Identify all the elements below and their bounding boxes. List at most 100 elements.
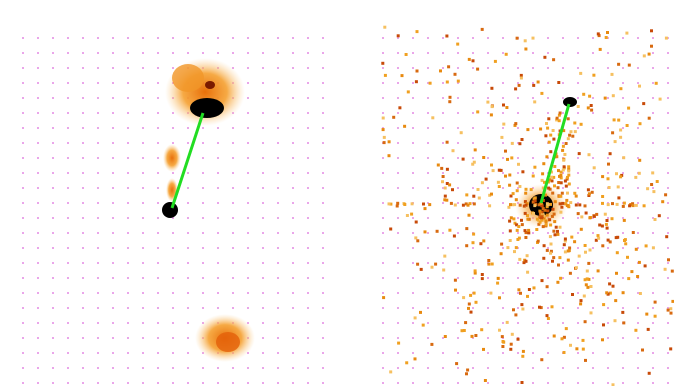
photon bbox=[508, 220, 511, 223]
photon bbox=[643, 204, 646, 207]
photon bbox=[638, 85, 641, 88]
photon bbox=[561, 192, 564, 195]
photon bbox=[575, 195, 578, 198]
photon bbox=[504, 175, 507, 178]
photon bbox=[454, 204, 457, 207]
photon bbox=[575, 204, 578, 207]
photon bbox=[491, 263, 494, 266]
photon bbox=[584, 204, 587, 207]
photon bbox=[542, 257, 545, 260]
photon bbox=[382, 117, 385, 120]
photon bbox=[470, 311, 473, 314]
photon bbox=[571, 293, 574, 296]
photon bbox=[481, 28, 484, 31]
photon bbox=[416, 30, 419, 33]
photon bbox=[490, 193, 493, 196]
photon bbox=[607, 239, 610, 242]
photon bbox=[549, 235, 552, 238]
photon bbox=[469, 294, 472, 297]
photon bbox=[508, 174, 511, 177]
photon bbox=[524, 48, 527, 51]
photon bbox=[564, 238, 567, 241]
photon bbox=[525, 260, 528, 263]
photon bbox=[617, 185, 620, 188]
photon bbox=[445, 35, 448, 38]
photon bbox=[441, 180, 444, 183]
photon bbox=[601, 338, 604, 341]
photon bbox=[550, 176, 553, 179]
photon bbox=[643, 54, 646, 57]
photon bbox=[590, 311, 593, 314]
photon bbox=[468, 58, 471, 61]
photon bbox=[524, 39, 527, 42]
photon bbox=[490, 113, 493, 116]
photon bbox=[416, 70, 419, 73]
photon bbox=[611, 131, 614, 134]
photon bbox=[471, 163, 474, 166]
photon bbox=[455, 362, 458, 365]
photon bbox=[601, 202, 604, 205]
photon bbox=[444, 335, 447, 338]
photon bbox=[546, 209, 549, 212]
photon bbox=[605, 36, 608, 39]
photon bbox=[648, 117, 651, 120]
photon bbox=[630, 270, 633, 273]
photon bbox=[613, 118, 616, 121]
photon bbox=[569, 344, 572, 347]
photon bbox=[513, 250, 516, 253]
photon bbox=[616, 236, 619, 239]
photon bbox=[546, 285, 549, 288]
photon bbox=[552, 129, 555, 132]
photon bbox=[462, 296, 465, 299]
photon bbox=[557, 181, 560, 184]
photon bbox=[551, 260, 554, 263]
photon bbox=[513, 203, 516, 206]
photon bbox=[566, 204, 569, 207]
photon bbox=[614, 140, 617, 143]
photon bbox=[517, 163, 520, 166]
photon bbox=[452, 149, 455, 152]
photon bbox=[430, 343, 433, 346]
photon bbox=[524, 192, 527, 195]
photon bbox=[456, 43, 459, 46]
photon bbox=[591, 191, 594, 194]
photon bbox=[664, 268, 667, 271]
photon bbox=[538, 306, 541, 309]
photon bbox=[405, 53, 408, 56]
photon bbox=[500, 136, 503, 139]
photon bbox=[444, 187, 447, 190]
photon bbox=[398, 106, 401, 109]
photon bbox=[480, 328, 483, 331]
photon bbox=[561, 149, 564, 152]
photon bbox=[521, 223, 524, 226]
photon bbox=[500, 252, 503, 255]
photon bbox=[511, 333, 514, 336]
photon bbox=[549, 150, 552, 153]
photon bbox=[567, 170, 570, 173]
photon bbox=[646, 187, 649, 190]
photon bbox=[454, 279, 457, 282]
photon bbox=[520, 303, 523, 306]
photon bbox=[497, 277, 500, 280]
photon bbox=[605, 223, 608, 226]
photon bbox=[521, 170, 524, 173]
photon bbox=[414, 316, 417, 319]
photon bbox=[500, 169, 503, 172]
photon bbox=[606, 31, 609, 34]
photon bbox=[559, 174, 562, 177]
photon bbox=[578, 203, 581, 206]
photon bbox=[497, 181, 500, 184]
photon bbox=[520, 219, 523, 222]
photon bbox=[619, 87, 622, 90]
photon bbox=[564, 250, 567, 253]
photon bbox=[556, 230, 559, 233]
photon bbox=[628, 204, 631, 207]
photon bbox=[465, 372, 468, 375]
photon bbox=[457, 80, 460, 83]
photon bbox=[654, 301, 657, 304]
photon bbox=[617, 119, 620, 122]
photon bbox=[585, 212, 588, 215]
photon bbox=[588, 153, 591, 156]
photon bbox=[388, 202, 391, 205]
photon bbox=[601, 244, 604, 247]
